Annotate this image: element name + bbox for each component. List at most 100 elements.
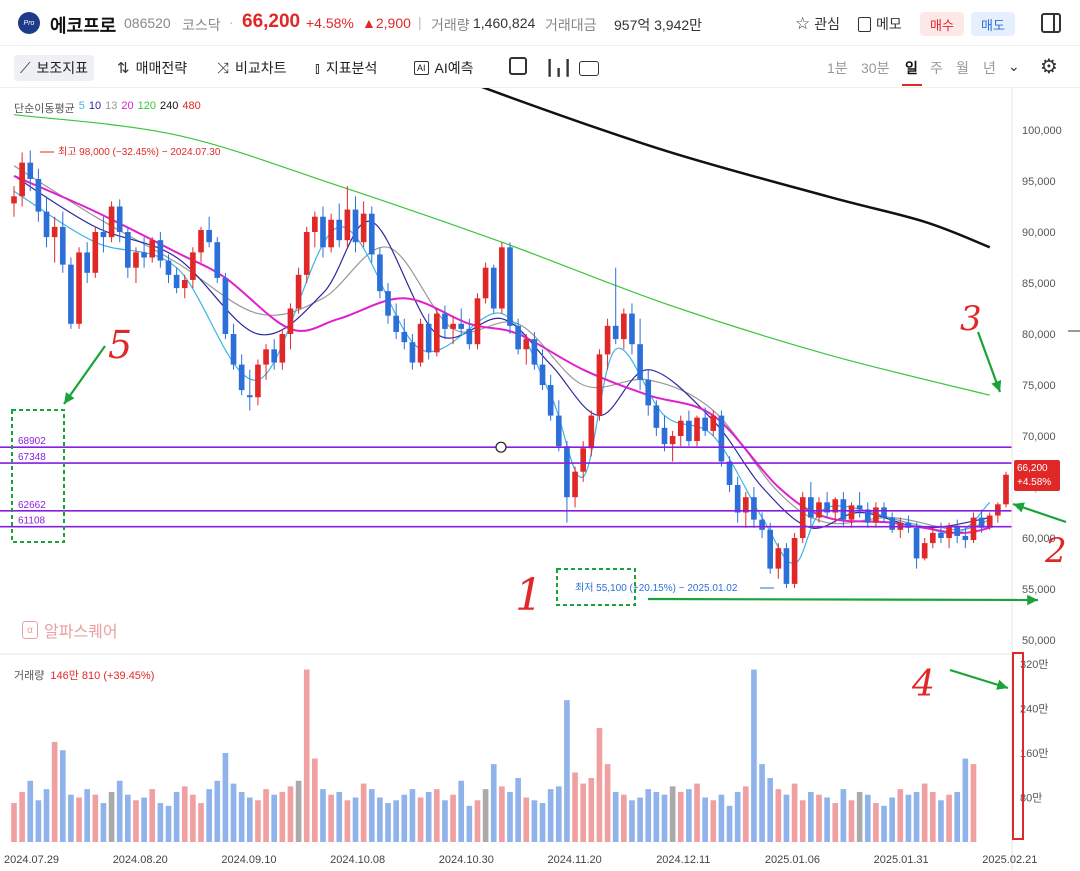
candle (230, 323, 237, 370)
candle (596, 349, 603, 421)
candle-body (246, 395, 253, 398)
strategy-button[interactable]: ⇅ 매매전략 (117, 55, 187, 81)
timeframe-30min[interactable]: 30분 (861, 60, 890, 76)
arrow-1-head (1027, 594, 1038, 606)
candle (263, 344, 269, 380)
date-label: 2025.02.21 (982, 854, 1037, 866)
candle-body (271, 349, 278, 363)
candle (393, 303, 399, 340)
ma-period-240: 240 (159, 100, 179, 112)
candle (572, 466, 578, 508)
trade-amount-value: 957억 3,942만 (614, 17, 703, 33)
line-ma10 (13, 175, 990, 529)
candle (336, 203, 343, 248)
candle-body (702, 417, 708, 431)
candle (344, 186, 351, 248)
ai-forecast-label: AI예측 (434, 60, 474, 76)
volume-bar (425, 791, 432, 842)
candle-body (458, 323, 465, 329)
candle (564, 441, 570, 523)
price-chart[interactable]: 68902 67348 62662 61108 100,000 95,000 90,000… (0, 88, 1080, 871)
candle-body (214, 242, 221, 278)
volume-bar (401, 794, 408, 842)
volume-legend[interactable]: 거래량 146만 810 (+39.45%) (14, 667, 154, 683)
drawing-square-icon[interactable] (509, 57, 527, 75)
settings-gear-icon[interactable]: ⚙ (1040, 56, 1058, 78)
indicators-button[interactable]: ⟋ 보조지표 (14, 55, 95, 81)
candle-body (222, 277, 229, 334)
candle (108, 201, 115, 243)
candle (271, 339, 278, 370)
timeframe-day[interactable]: 일 (905, 60, 918, 76)
candle (881, 502, 887, 523)
timeframe-month[interactable]: 월 (956, 60, 969, 76)
candle-body (165, 260, 172, 275)
candle (889, 512, 895, 533)
ma-legend[interactable]: 단순이동평균 5 10 13 20 120 240 480 (14, 100, 201, 116)
volume-bar (11, 803, 17, 842)
ma-period-5: 5 (78, 100, 85, 112)
volume-bar (661, 794, 668, 842)
candle (450, 315, 456, 345)
watchlist-button[interactable]: ☆ 관심 (795, 12, 840, 36)
candle (409, 334, 416, 370)
volume-tick-label: 320만 (1020, 658, 1048, 671)
price-tag-price: 66,200 (1017, 463, 1048, 474)
volume-bar (596, 727, 603, 842)
buy-button[interactable]: 매수 (920, 12, 964, 36)
timeframe-1min[interactable]: 1분 (827, 60, 848, 76)
memo-button[interactable]: 메모 (858, 12, 902, 36)
candle-body (677, 420, 684, 436)
candle-body (303, 232, 310, 275)
volume-bar (271, 794, 278, 842)
volume-bar (905, 794, 912, 842)
candle-body (848, 505, 855, 520)
price-tick-label: 90,000 (1022, 227, 1056, 239)
candle-body (352, 209, 359, 243)
volume-bar (230, 783, 237, 842)
timeframe-week[interactable]: 주 (930, 60, 943, 76)
analysis-button[interactable]: ⫾ 지표분석 (315, 55, 377, 81)
ai-forecast-button[interactable]: AI AI예측 (414, 55, 474, 81)
candle (442, 305, 448, 340)
candle-style-button[interactable]: ┃╻┃ (545, 55, 572, 81)
candle-body (287, 308, 294, 334)
candle-body (799, 497, 806, 538)
candle-body (588, 415, 595, 449)
candle-body (360, 213, 367, 243)
ma-period-13: 13 (105, 100, 118, 112)
chevron-down-icon[interactable]: ⌄ (1008, 58, 1020, 74)
volume-bar (368, 789, 375, 842)
candle-body (840, 499, 847, 520)
timeframe-year[interactable]: 년 (983, 60, 996, 76)
side-panel-icon[interactable] (1041, 13, 1061, 33)
volume-bar (76, 797, 82, 842)
screenshot-button[interactable] (579, 55, 599, 81)
volume-bar (474, 800, 481, 842)
star-icon: ☆ (795, 14, 811, 33)
candle-body (637, 344, 643, 380)
stock-name[interactable]: 에코프로 (50, 16, 117, 36)
sell-button[interactable]: 매도 (971, 12, 1015, 36)
candle-body (547, 385, 554, 416)
date-label: 2024.09.10 (221, 854, 276, 866)
volume-bar (734, 791, 741, 842)
candle (157, 232, 164, 268)
price-tick-label: 75,000 (1022, 380, 1056, 392)
candle-body (669, 436, 676, 445)
volume-bar (157, 803, 164, 842)
candle-chart-icon: ⫾ (315, 59, 320, 77)
candle-body (791, 538, 798, 584)
candle-body (157, 240, 164, 261)
volume-bar (43, 789, 50, 842)
candle-body (206, 229, 212, 243)
company-logo: Pro (18, 12, 40, 34)
volume-bar (490, 764, 497, 842)
volume-legend-title: 거래량 (14, 670, 45, 682)
compare-button[interactable]: ⤨ 비교차트 (217, 55, 287, 81)
hline-label: 61108 (18, 516, 46, 527)
arrow-5-shaft (63, 345, 106, 405)
price-tick-label: 70,000 (1022, 431, 1056, 443)
volume-bar (287, 786, 294, 842)
candle (686, 410, 692, 447)
